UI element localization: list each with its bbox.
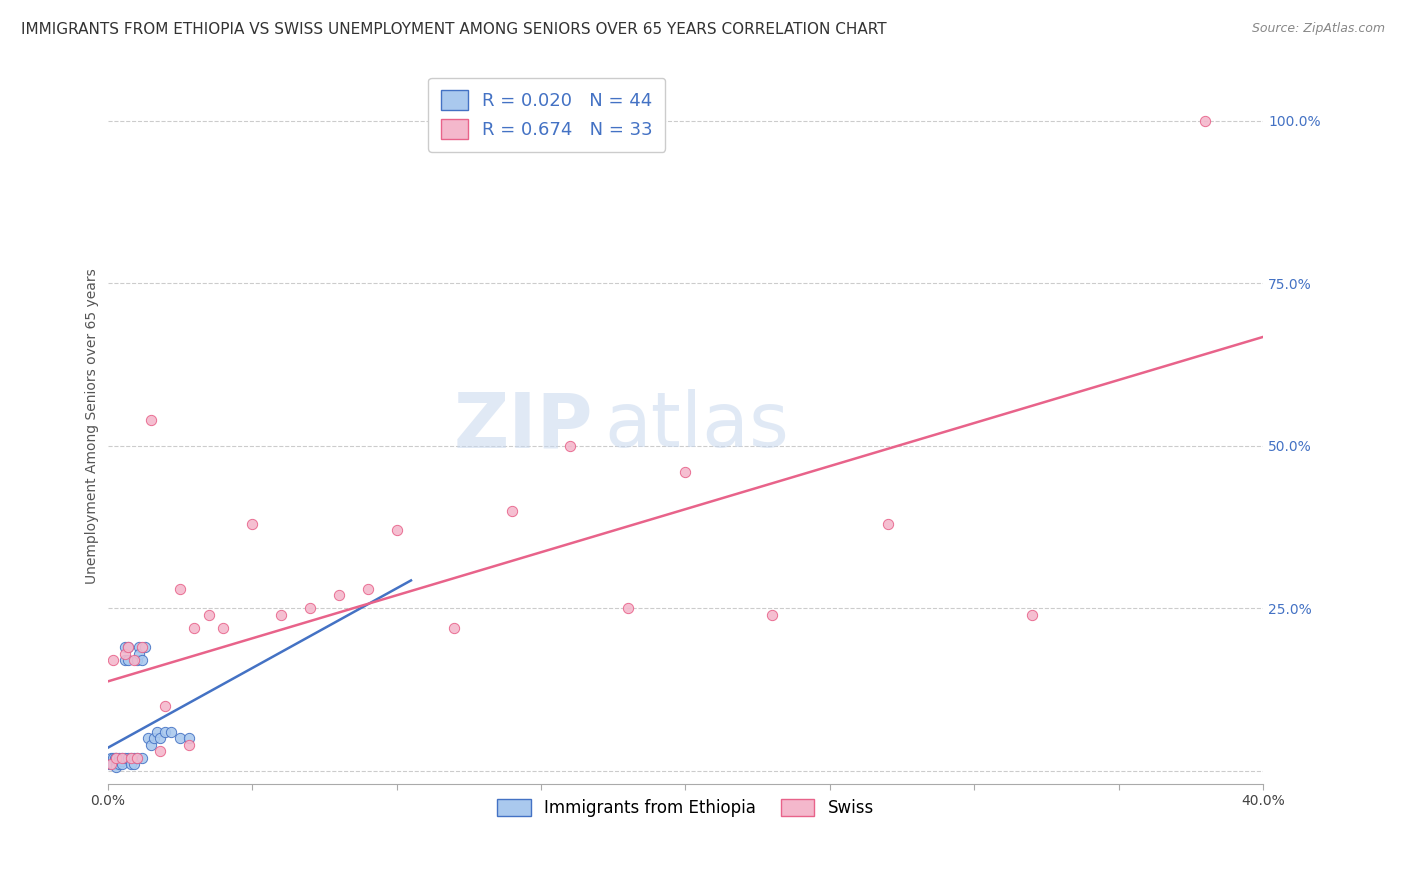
Point	[120, 757, 142, 772]
Point	[169, 582, 191, 596]
Point	[114, 750, 136, 764]
Text: atlas: atlas	[605, 389, 789, 463]
Point	[212, 621, 235, 635]
Point	[145, 724, 167, 739]
Point	[117, 750, 139, 764]
Point	[1194, 113, 1216, 128]
Point	[103, 653, 125, 667]
Point	[501, 503, 523, 517]
Point	[103, 757, 125, 772]
Point	[128, 647, 150, 661]
Point	[149, 744, 172, 758]
Point	[149, 731, 172, 746]
Point	[183, 621, 205, 635]
Point	[169, 731, 191, 746]
Legend: Immigrants from Ethiopia, Swiss: Immigrants from Ethiopia, Swiss	[489, 790, 882, 825]
Point	[270, 607, 292, 622]
Point	[117, 653, 139, 667]
Point	[616, 601, 638, 615]
Point	[177, 738, 200, 752]
Point	[122, 757, 145, 772]
Point	[108, 750, 131, 764]
Point	[876, 516, 898, 531]
Point	[111, 757, 134, 772]
Point	[122, 653, 145, 667]
Point	[114, 653, 136, 667]
Point	[100, 757, 122, 772]
Point	[155, 724, 177, 739]
Text: IMMIGRANTS FROM ETHIOPIA VS SWISS UNEMPLOYMENT AMONG SENIORS OVER 65 YEARS CORRE: IMMIGRANTS FROM ETHIOPIA VS SWISS UNEMPL…	[21, 22, 887, 37]
Point	[105, 760, 128, 774]
Point	[105, 757, 128, 772]
Point	[131, 640, 153, 655]
Point	[177, 731, 200, 746]
Point	[103, 750, 125, 764]
Point	[356, 582, 378, 596]
Point	[111, 754, 134, 768]
Text: Source: ZipAtlas.com: Source: ZipAtlas.com	[1251, 22, 1385, 36]
Point	[328, 588, 350, 602]
Point	[298, 601, 321, 615]
Point	[120, 750, 142, 764]
Point	[117, 640, 139, 655]
Point	[134, 640, 156, 655]
Point	[105, 757, 128, 772]
Point	[761, 607, 783, 622]
Point	[142, 731, 165, 746]
Point	[125, 750, 148, 764]
Point	[125, 653, 148, 667]
Point	[155, 698, 177, 713]
Point	[120, 750, 142, 764]
Point	[105, 750, 128, 764]
Point	[443, 621, 465, 635]
Point	[100, 750, 122, 764]
Point	[160, 724, 183, 739]
Point	[1021, 607, 1043, 622]
Point	[101, 757, 124, 772]
Point	[111, 750, 134, 764]
Point	[128, 640, 150, 655]
Point	[240, 516, 263, 531]
Point	[136, 731, 159, 746]
Point	[103, 757, 125, 772]
Point	[98, 757, 121, 772]
Point	[131, 653, 153, 667]
Point	[117, 640, 139, 655]
Point	[108, 754, 131, 768]
Point	[139, 412, 162, 426]
Point	[385, 523, 408, 537]
Y-axis label: Unemployment Among Seniors over 65 years: Unemployment Among Seniors over 65 years	[86, 268, 100, 584]
Point	[104, 750, 127, 764]
Point	[100, 757, 122, 772]
Point	[105, 750, 128, 764]
Point	[122, 750, 145, 764]
Point	[558, 439, 581, 453]
Text: ZIP: ZIP	[454, 389, 593, 463]
Point	[108, 757, 131, 772]
Point	[197, 607, 219, 622]
Point	[139, 738, 162, 752]
Point	[131, 750, 153, 764]
Point	[114, 647, 136, 661]
Point	[125, 750, 148, 764]
Point	[114, 640, 136, 655]
Point	[673, 465, 696, 479]
Point	[111, 750, 134, 764]
